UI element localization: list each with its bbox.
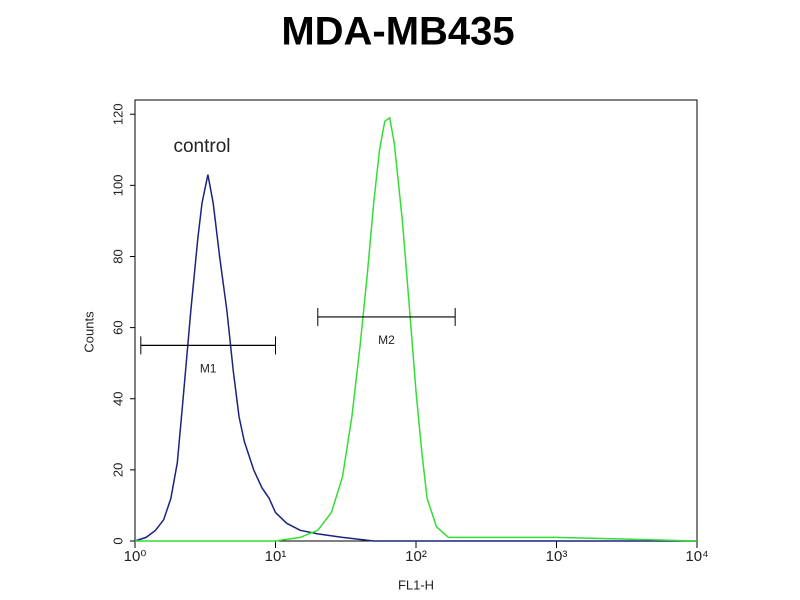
x-tick-label: 10³ bbox=[546, 548, 568, 565]
y-tick-label: 20 bbox=[110, 463, 125, 477]
y-tick-label: 60 bbox=[110, 320, 125, 334]
y-axis-label: Counts bbox=[81, 311, 96, 353]
x-axis-label: FL1-H bbox=[398, 577, 434, 592]
series-line bbox=[135, 116, 698, 542]
x-tick-label: 10¹ bbox=[265, 548, 287, 565]
y-tick-label: 80 bbox=[110, 249, 125, 263]
annotation: control bbox=[173, 136, 230, 157]
y-tick-label: 100 bbox=[110, 175, 125, 197]
marker-label: M1 bbox=[200, 362, 217, 376]
chart-title: MDA-MB435 bbox=[281, 10, 514, 54]
x-tick-label: 10⁰ bbox=[124, 548, 147, 565]
x-tick-label: 10⁴ bbox=[685, 548, 708, 565]
plot-frame bbox=[134, 99, 698, 542]
series-line bbox=[134, 174, 697, 542]
y-tick-label: 120 bbox=[110, 103, 125, 125]
y-tick-label: 40 bbox=[110, 392, 125, 406]
x-tick-label: 10² bbox=[405, 548, 427, 565]
marker-label: M2 bbox=[378, 333, 395, 347]
y-tick-label: 0 bbox=[110, 537, 125, 544]
